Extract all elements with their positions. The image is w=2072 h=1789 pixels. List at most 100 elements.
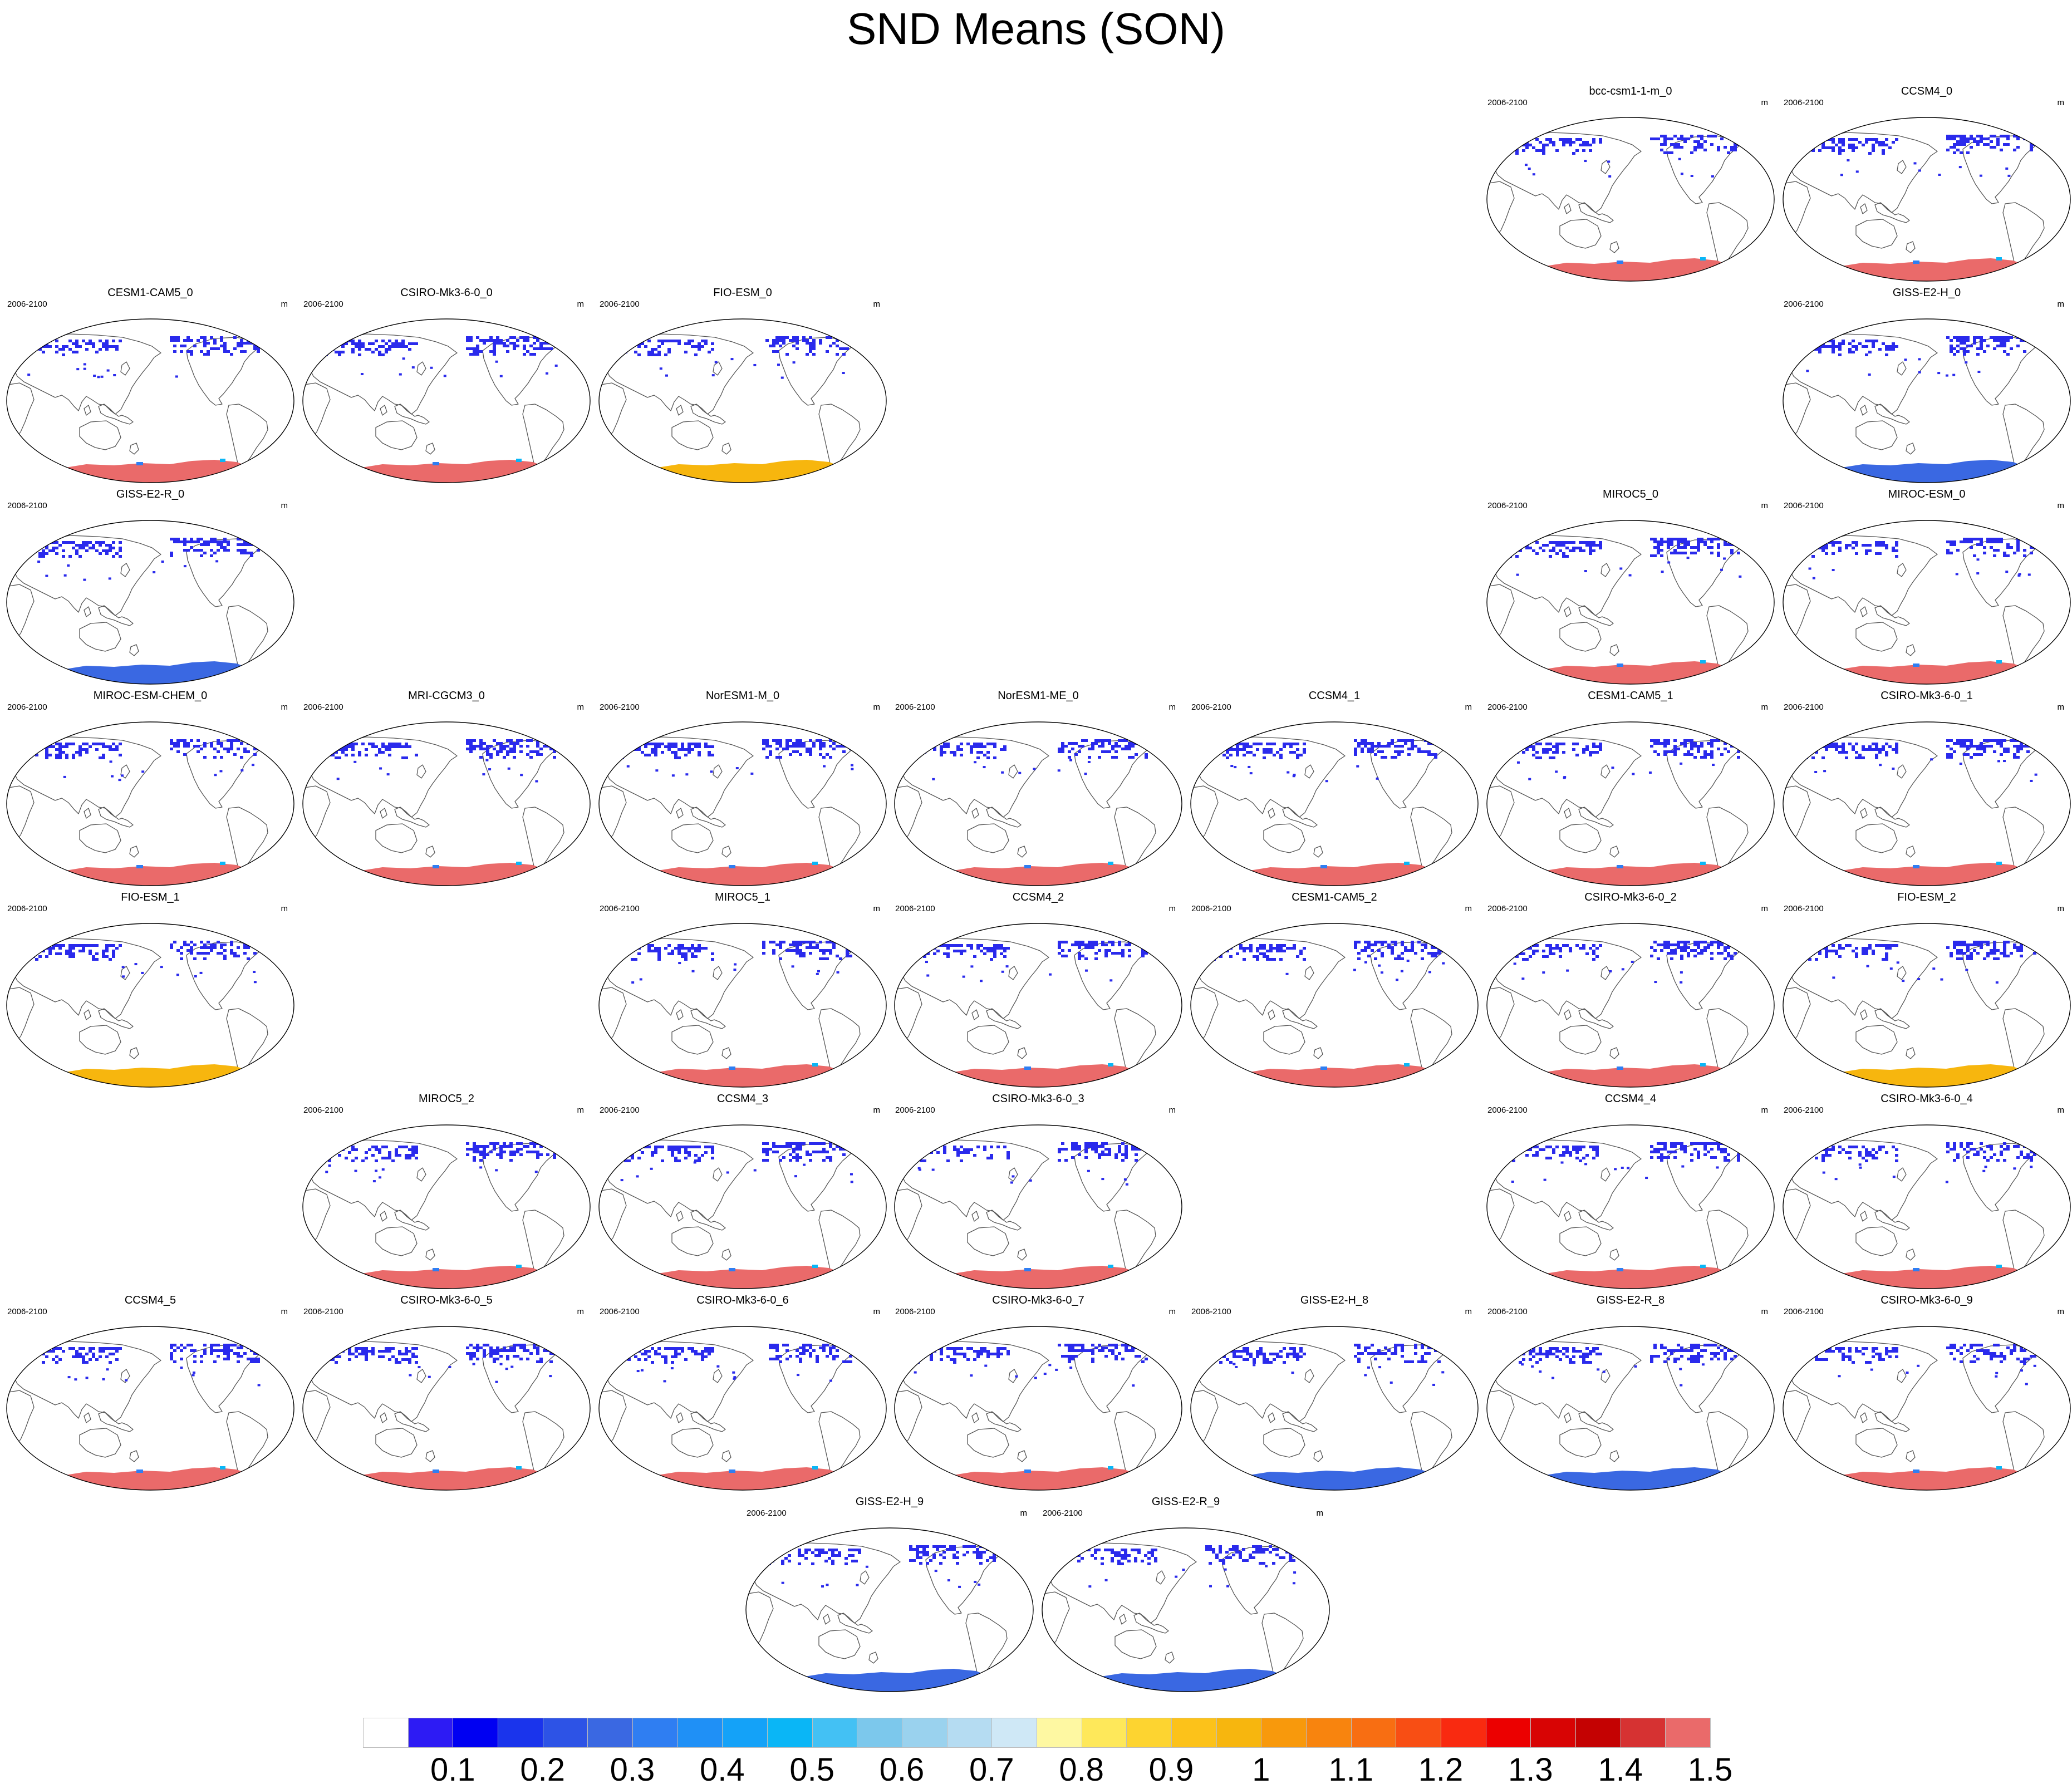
snow-cell — [68, 950, 72, 952]
panel-title: CSIRO-Mk3-6-0_3 — [992, 1093, 1084, 1105]
snow-cell — [621, 1146, 624, 1148]
snow-cell — [2020, 748, 2023, 750]
snow-cell — [536, 347, 539, 350]
snow-cell — [674, 1353, 677, 1355]
snow-cell — [1417, 941, 1421, 943]
snow-cell — [55, 952, 58, 955]
antarctic-edge-cell — [1108, 1265, 1113, 1268]
snow-cell — [1532, 549, 1535, 552]
snow-cell — [1653, 1151, 1657, 1153]
snow-cell — [1888, 947, 1892, 950]
snow-cell — [1145, 946, 1148, 949]
snow-cell — [762, 952, 765, 955]
snow-cell — [1555, 544, 1559, 547]
panel-period: 2006-2100 — [1784, 702, 1824, 712]
snow-cell — [1879, 764, 1882, 766]
snow-cell — [1006, 1151, 1010, 1154]
snow-cell — [368, 1148, 371, 1151]
snow-cell — [549, 1375, 552, 1378]
snow-cell — [539, 748, 543, 750]
snow-cell — [641, 342, 644, 345]
snow-cell — [408, 1350, 411, 1353]
snow-cell — [1663, 753, 1667, 756]
snow-cell — [762, 946, 765, 949]
snow-cell — [923, 1353, 926, 1355]
snow-cell — [779, 336, 782, 339]
snow-cell — [671, 774, 675, 777]
snow-cell — [1407, 949, 1411, 952]
greenland-coastline — [1150, 724, 1180, 752]
snow-cell — [1667, 543, 1670, 546]
snow-cell — [1805, 947, 1808, 950]
snow-cell — [1562, 1146, 1565, 1148]
snow-cell — [1592, 138, 1595, 141]
snow-cell — [1417, 748, 1421, 750]
snow-cell — [75, 340, 78, 342]
snow-cell — [812, 745, 816, 748]
snow-cell — [1673, 549, 1677, 552]
snow-cell — [792, 941, 796, 943]
snow-cell — [782, 342, 785, 345]
eurasia-coastline — [1492, 535, 1642, 616]
snow-cell — [381, 751, 385, 754]
australia-coastline — [967, 1025, 1009, 1055]
snow-cell — [341, 743, 345, 745]
new-zealand-coastline — [721, 1047, 731, 1059]
snow-cell — [1808, 947, 1811, 950]
snow-cell — [220, 336, 223, 339]
snow-cell — [1986, 739, 1990, 742]
snow-cell — [1960, 336, 1963, 339]
snow-cell — [1953, 353, 1956, 356]
snow-cell — [499, 342, 503, 345]
snow-cell — [1825, 345, 1828, 348]
eurasia-coastline — [12, 333, 161, 415]
snow-cell — [617, 1361, 621, 1364]
snow-cell — [539, 753, 543, 756]
snow-cell — [1653, 739, 1657, 742]
snow-cell — [1838, 547, 1842, 549]
snow-cell — [411, 342, 415, 345]
snow-cell — [1384, 756, 1387, 759]
snow-cell — [2000, 342, 2003, 345]
snow-cell — [956, 1347, 960, 1350]
snow-cell — [105, 340, 109, 342]
snow-cell — [990, 950, 993, 952]
snow-cell — [1522, 944, 1525, 947]
snow-cell — [63, 574, 67, 577]
greenland-coastline — [262, 926, 292, 954]
snow-cell — [253, 1352, 257, 1355]
snow-cell — [779, 739, 782, 742]
snow-cell — [335, 1361, 338, 1364]
snow-cell — [1878, 541, 1882, 544]
snow-cell — [1956, 952, 1960, 955]
snow-cell — [1545, 748, 1549, 751]
snow-cell — [1057, 769, 1060, 772]
snow-cell — [67, 564, 70, 567]
snow-cell — [809, 1355, 812, 1358]
snow-cell — [806, 1344, 809, 1346]
snow-cell — [829, 1156, 832, 1159]
snow-cell — [1683, 552, 1687, 554]
snow-cell — [1683, 946, 1687, 949]
snow-cell — [1707, 943, 1710, 946]
snow-cell — [1006, 947, 1010, 950]
snow-cell — [1532, 748, 1535, 751]
snow-cell — [1983, 1151, 1986, 1153]
japan-coastline — [1897, 361, 1907, 376]
snow-cell — [1078, 745, 1081, 748]
snow-cell — [1822, 1171, 1825, 1174]
snow-cell — [1572, 1148, 1575, 1151]
snow-cell — [1670, 538, 1673, 540]
map-panel: CSIRO-Mk3-6-0_2 2006-2100 m — [1483, 891, 1778, 1091]
snow-cell — [1287, 771, 1290, 774]
snow-cell — [1872, 952, 1875, 955]
snow-cell — [1515, 138, 1519, 141]
snow-cell — [401, 342, 405, 345]
snow-cell — [68, 348, 72, 351]
snow-cell — [1687, 137, 1690, 140]
snow-cell — [381, 353, 385, 356]
snow-cell — [688, 342, 691, 345]
snow-cell — [353, 760, 357, 763]
snow-cell — [331, 1148, 335, 1151]
map-border — [598, 721, 887, 886]
